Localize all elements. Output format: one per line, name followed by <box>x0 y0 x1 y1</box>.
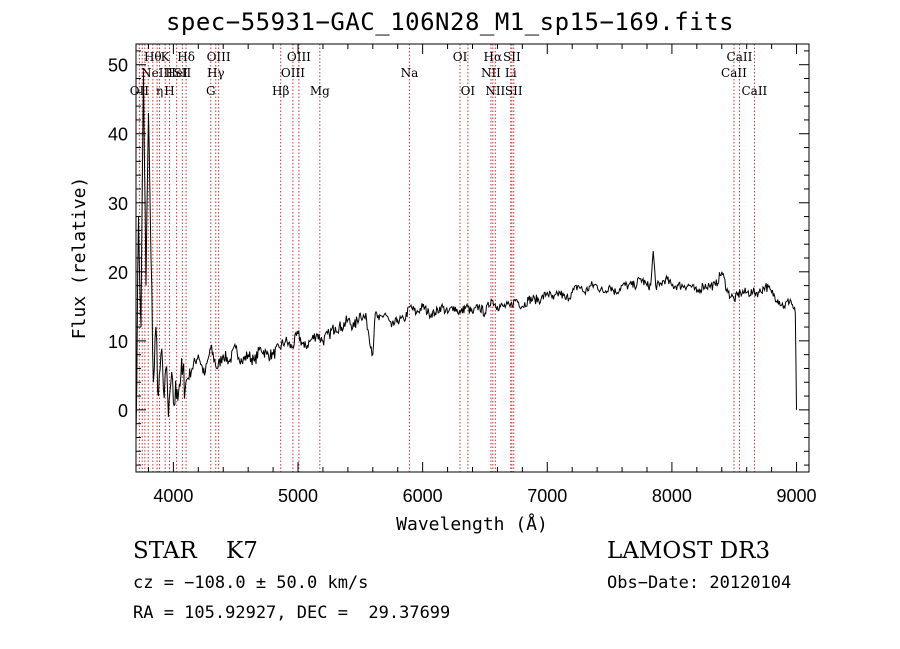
line-label: NeIII <box>141 66 173 80</box>
y-tick-label: 50 <box>108 56 128 76</box>
y-tick-label: 0 <box>118 401 128 421</box>
line-label: Li <box>505 66 517 80</box>
line-label: CaII <box>721 66 747 80</box>
line-label: CaII <box>741 84 767 98</box>
line-label: NII <box>485 84 505 98</box>
line-label: OIII <box>287 50 311 64</box>
line-label: Hδ <box>177 50 195 64</box>
line-label: OIII <box>281 66 305 80</box>
line-label: η <box>156 84 163 98</box>
line-label: HeI <box>165 66 188 80</box>
line-label: SII <box>505 84 523 98</box>
x-tick-label: 7000 <box>527 486 567 506</box>
x-axis-label: Wavelength (Å) <box>396 513 548 535</box>
line-label: OI <box>453 50 468 64</box>
line-label: OI <box>461 84 476 98</box>
spectrum-line <box>135 71 797 438</box>
chart-title: spec−55931−GAC_106N28_M1_sp15−169.fits <box>165 8 735 36</box>
y-tick-label: 30 <box>108 194 128 214</box>
x-axis-ticks: 4000 5000 6000 7000 8000 9000 <box>147 44 817 506</box>
line-label: H <box>164 84 174 98</box>
y-tick-label: 40 <box>108 125 128 145</box>
object-class: STAR K7 <box>133 538 258 564</box>
line-label: OII <box>130 84 150 98</box>
line-label: Hβ <box>272 84 289 98</box>
x-tick-label: 4000 <box>153 486 193 506</box>
y-axis-ticks: 0 10 20 30 40 50 <box>108 50 809 466</box>
ra-dec: RA = 105.92927, DEC = 29.37699 <box>133 603 451 623</box>
x-tick-label: 9000 <box>777 486 817 506</box>
line-label: Mg <box>310 84 330 98</box>
line-label: Hθ <box>144 50 162 64</box>
y-tick-label: 20 <box>108 263 128 283</box>
line-label: G <box>206 84 216 98</box>
emission-line-labels: OIIHθNeIIIηKHHeISIIHδGHγOIIIHβOIIIOIIIMg… <box>130 50 768 98</box>
obs-date: Obs−Date: 20120104 <box>607 573 792 593</box>
redshift-cz: cz = −108.0 ± 50.0 km/s <box>133 573 369 593</box>
x-tick-label: 8000 <box>652 486 692 506</box>
line-label: Hα <box>484 50 503 64</box>
line-label: Na <box>401 66 419 80</box>
line-label: Hγ <box>207 66 225 80</box>
survey-name: LAMOST DR3 <box>607 538 771 564</box>
line-label: SII <box>503 50 521 64</box>
y-axis-label: Flux (relative) <box>69 177 90 340</box>
y-tick-label: 10 <box>108 332 128 352</box>
x-tick-label: 6000 <box>403 486 443 506</box>
plot-frame <box>135 43 810 473</box>
line-label: OIII <box>207 50 231 64</box>
x-tick-label: 5000 <box>278 486 318 506</box>
line-label: NII <box>481 66 501 80</box>
line-label: CaII <box>727 50 753 64</box>
emission-line-markers <box>138 44 755 472</box>
line-label: SII <box>174 66 192 80</box>
line-label: K <box>161 50 171 64</box>
